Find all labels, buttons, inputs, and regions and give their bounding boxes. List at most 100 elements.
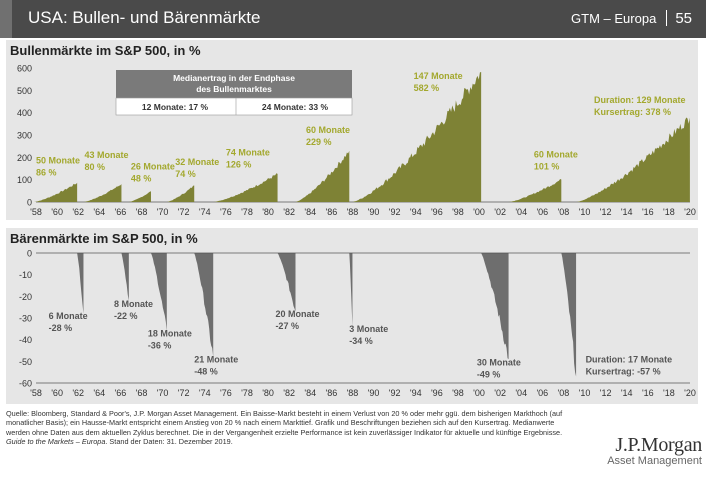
bull-market-area (213, 173, 278, 202)
bull-x-tick-label: '98 (452, 207, 464, 217)
bear-x-tick-label: '62 (72, 388, 84, 398)
footnote-text: Quelle: Bloomberg, Standard & Poor's, J.… (6, 409, 563, 437)
bull-x-tick-label: '02 (494, 207, 506, 217)
bull-x-tick-label: '20 (684, 207, 696, 217)
bull-x-tick-label: '16 (642, 207, 654, 217)
bear-x-tick-label: '90 (368, 388, 380, 398)
bear-return-label: -34 % (349, 336, 373, 346)
bull-duration-label: 74 Monate (226, 148, 270, 158)
bull-y-tick-label: 400 (17, 108, 32, 118)
bear-market-area (194, 253, 214, 357)
bear-y-tick-label: -10 (19, 270, 32, 280)
bull-y-tick-label: 600 (17, 64, 32, 74)
bear-x-tick-label: '00 (473, 388, 485, 398)
bear-return-label: Kursertrag: -57 % (586, 366, 661, 376)
bear-x-tick-label: '70 (157, 388, 169, 398)
bear-x-tick-label: '66 (115, 388, 127, 398)
bull-return-label: Kursertrag: 378 % (594, 107, 671, 117)
bull-x-tick-label: '76 (220, 207, 232, 217)
bull-return-label: 74 % (175, 169, 196, 179)
bear-x-tick-label: '84 (304, 388, 316, 398)
header-accent (0, 0, 12, 38)
bear-market-area (121, 253, 129, 301)
bear-y-tick-label: 0 (27, 249, 32, 259)
bull-x-tick-label: '86 (325, 207, 337, 217)
bull-chart-svg: 0 100 200 300 400 500 600 '58 '60 '62 '64 '66 '68 '70… (17, 64, 696, 218)
info-box-body (115, 97, 353, 116)
bear-y-tick-label: -30 (19, 314, 32, 324)
bear-return-label: -28 % (49, 323, 73, 333)
bull-x-tick-label: '64 (93, 207, 105, 217)
bear-market-area (349, 253, 353, 327)
bull-x-tick-label: '94 (410, 207, 422, 217)
bear-duration-label: Duration: 17 Monate (586, 354, 673, 364)
bear-x-tick-label: '08 (558, 388, 570, 398)
bear-x-tick-label: '94 (410, 388, 422, 398)
bull-duration-label: 43 Monate (85, 150, 129, 160)
bull-x-tick-label: '12 (600, 207, 612, 217)
bull-x-tick-label: '18 (663, 207, 675, 217)
bull-return-label: 80 % (85, 162, 106, 172)
logo-sub: Asset Management (607, 455, 702, 467)
bull-market-area (33, 182, 78, 202)
bull-x-tick-label: '00 (473, 207, 485, 217)
bull-market-area (166, 185, 195, 202)
footnote-date: . Stand der Daten: 31. Dezember 2019. (105, 437, 233, 447)
bull-x-tick-label: '74 (199, 207, 211, 217)
bear-duration-label: 21 Monate (194, 354, 238, 364)
bull-x-tick-label: '62 (72, 207, 84, 217)
bull-duration-label: 147 Monate (414, 71, 463, 81)
bull-duration-label: 60 Monate (306, 125, 350, 135)
bull-x-tick-label: '90 (368, 207, 380, 217)
bull-x-tick-label: '88 (347, 207, 359, 217)
bear-x-tick-label: '18 (663, 388, 675, 398)
bull-return-label: 126 % (226, 160, 252, 170)
source-label: GTM – Europa (571, 11, 657, 26)
bull-return-label: 86 % (36, 167, 57, 177)
bull-x-tick-label: '06 (536, 207, 548, 217)
bear-x-tick-label: '12 (600, 388, 612, 398)
footnote-guide: Guide to the Markets – Europa (6, 437, 106, 447)
bull-x-tick-label: '58 (30, 207, 42, 217)
bear-x-tick-label: '78 (241, 388, 253, 398)
bear-x-tick-label: '04 (515, 388, 527, 398)
jpmorgan-logo: J.P.Morgan Asset Management (598, 434, 702, 467)
bull-return-label: 101 % (534, 161, 560, 171)
bull-x-tick-label: '10 (579, 207, 591, 217)
bear-x-tick-label: '80 (262, 388, 274, 398)
bear-market-area (277, 253, 296, 312)
bull-x-tick-label: '04 (515, 207, 527, 217)
bear-market-chart: Bärenmärkte im S&P 500, in % 0 -10 -20 -30 -… (6, 228, 698, 404)
bear-x-tick-label: '82 (283, 388, 295, 398)
bear-y-tick-label: -20 (19, 292, 32, 302)
bear-x-tick-label: '96 (431, 388, 443, 398)
bear-duration-label: 8 Monate (114, 299, 153, 309)
bull-market-area (83, 184, 122, 202)
bear-x-tick-label: '86 (325, 388, 337, 398)
bull-x-tick-label: '14 (621, 207, 633, 217)
bull-market-area (576, 117, 690, 202)
bear-x-tick-label: '98 (452, 388, 464, 398)
page-title: USA: Bullen- und Bärenmärkte (28, 8, 261, 27)
bull-x-tick-label: '78 (241, 207, 253, 217)
bear-x-tick-label: '20 (684, 388, 696, 398)
bear-x-tick-label: '68 (136, 388, 148, 398)
bear-chart-svg: 0 -10 -20 -30 -40 -50 -60'58 '60 '62 '64 '66 '68 '70… (19, 249, 696, 399)
bear-y-tick-label: -60 (19, 379, 32, 389)
bull-duration-label: 32 Monate (175, 157, 219, 167)
bull-x-tick-label: '08 (558, 207, 570, 217)
bull-x-tick-label: '66 (115, 207, 127, 217)
bull-market-chart: Bullenmärkte im S&P 500, in % 0 100 200 300… (6, 40, 698, 220)
bear-return-label: -22 % (114, 311, 138, 321)
bull-x-tick-label: '92 (389, 207, 401, 217)
bear-x-tick-label: '72 (178, 388, 190, 398)
bull-chart-title: Bullenmärkte im S&P 500, in % (10, 43, 201, 58)
footnote: Quelle: Bloomberg, Standard & Poor's, J.… (6, 409, 566, 447)
bull-return-label: 229 % (306, 137, 332, 147)
bear-return-label: -48 % (194, 366, 218, 376)
bear-market-area (77, 253, 84, 314)
bear-return-label: -27 % (275, 321, 299, 331)
header-right: GTM – Europa 55 (571, 10, 692, 27)
bull-x-tick-label: '82 (283, 207, 295, 217)
bear-x-tick-label: '16 (642, 388, 654, 398)
